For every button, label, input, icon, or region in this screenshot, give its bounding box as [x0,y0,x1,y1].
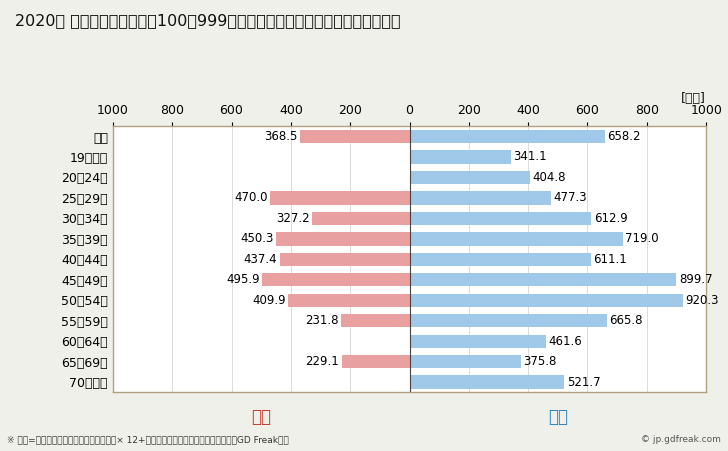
Text: 231.8: 231.8 [305,314,339,327]
Text: 611.1: 611.1 [593,253,627,266]
Text: 404.8: 404.8 [532,171,566,184]
Text: 女性: 女性 [251,408,271,426]
Bar [341,355,409,368]
Bar [409,150,510,164]
Text: 男性: 男性 [548,408,568,426]
Text: 899.7: 899.7 [678,273,713,286]
Bar [409,376,564,389]
Bar [288,294,409,307]
Text: 437.4: 437.4 [244,253,277,266]
Bar [409,335,547,348]
Bar [409,355,521,368]
Text: 229.1: 229.1 [306,355,339,368]
Bar [270,191,409,205]
Bar [312,212,409,225]
Text: 665.8: 665.8 [609,314,643,327]
Text: 477.3: 477.3 [553,191,587,204]
Text: 470.0: 470.0 [234,191,268,204]
Bar [409,273,676,286]
Bar [409,130,605,143]
Bar [300,130,409,143]
Bar [409,212,591,225]
Text: [万円]: [万円] [681,92,706,105]
Text: 461.6: 461.6 [549,335,582,348]
Text: 368.5: 368.5 [264,130,298,143]
Text: 521.7: 521.7 [566,376,601,389]
Text: ※ 年収=「きまって支給する現金給与額」× 12+「年間賞与その他特別給与額」としてGD Freak推計: ※ 年収=「きまって支給する現金給与額」× 12+「年間賞与その他特別給与額」と… [7,435,289,444]
Text: 375.8: 375.8 [523,355,557,368]
Text: © jp.gdfreak.com: © jp.gdfreak.com [641,435,721,444]
Text: 658.2: 658.2 [607,130,641,143]
Text: 612.9: 612.9 [594,212,628,225]
Text: 450.3: 450.3 [240,232,274,245]
Text: 2020年 民間企業（従業者数100〜999人）フルタイム労働者の男女別平均年収: 2020年 民間企業（従業者数100〜999人）フルタイム労働者の男女別平均年収 [15,14,400,28]
Text: 495.9: 495.9 [226,273,260,286]
Text: 327.2: 327.2 [277,212,310,225]
Bar [262,273,409,286]
Bar [409,253,591,266]
Bar [409,232,622,245]
Bar [409,314,607,327]
Bar [280,253,409,266]
Bar [276,232,409,245]
Text: 409.9: 409.9 [252,294,285,307]
Bar [409,294,683,307]
Text: 920.3: 920.3 [685,294,719,307]
Bar [341,314,409,327]
Bar [409,171,529,184]
Bar [409,191,551,205]
Text: 719.0: 719.0 [625,232,659,245]
Text: 341.1: 341.1 [513,151,547,163]
